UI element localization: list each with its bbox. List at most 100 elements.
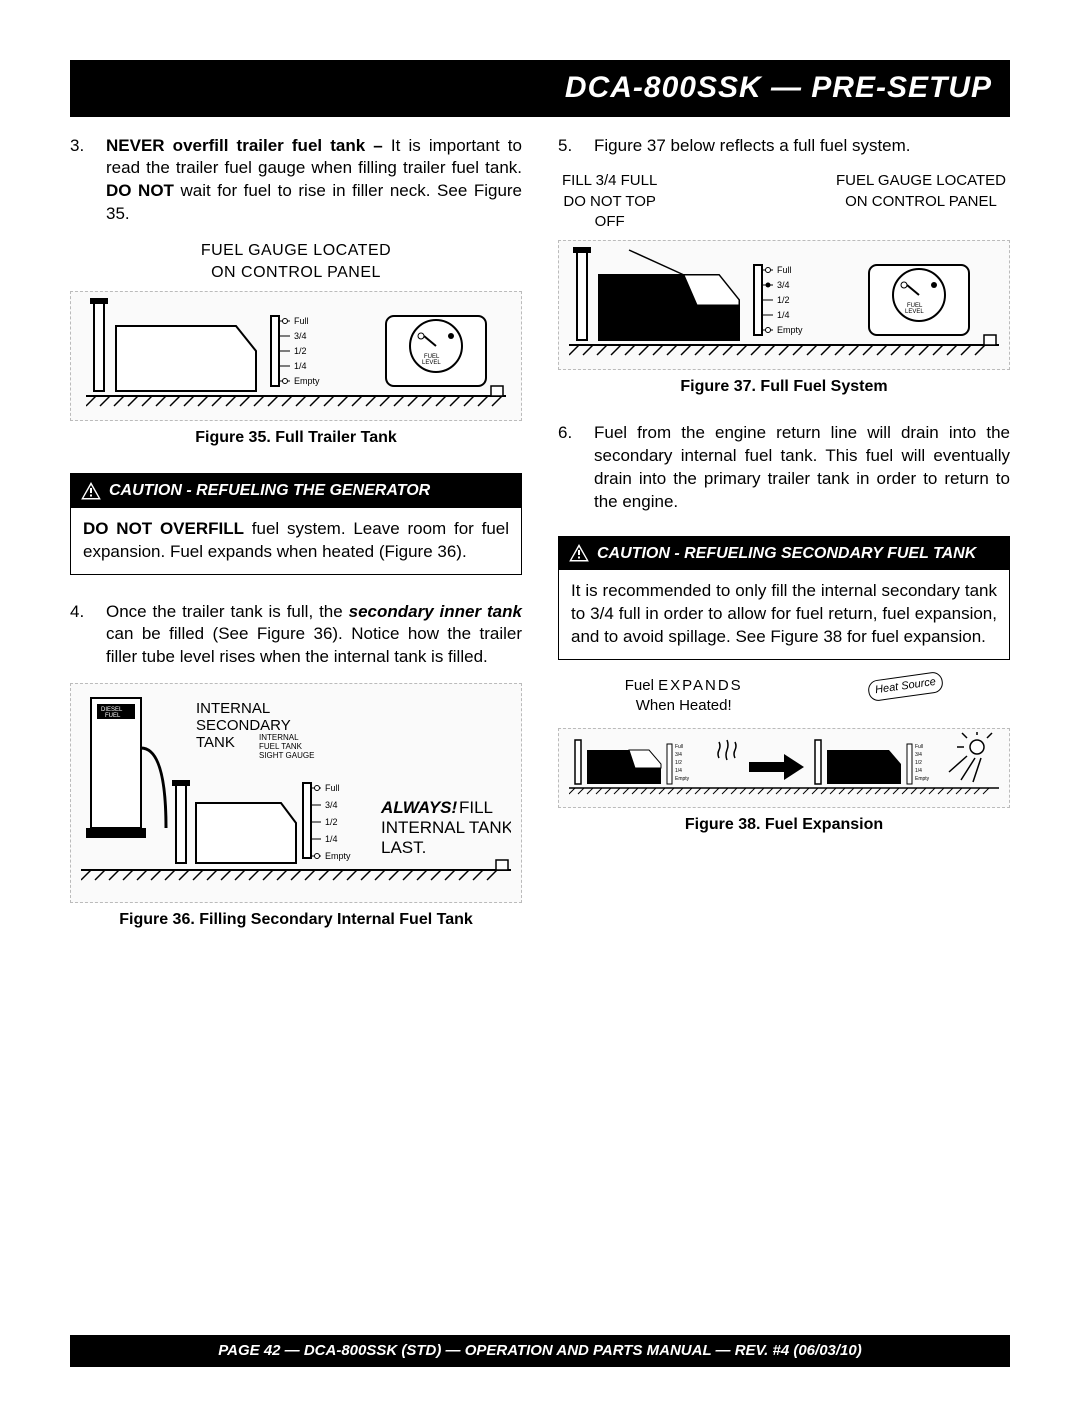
caution2-title: CAUTION - REFUELING SECONDARY FUEL TANK <box>597 543 976 565</box>
list-item-5: 5. Figure 37 below reflects a full fuel … <box>558 135 1010 158</box>
fig37-fill3: OFF <box>562 212 657 232</box>
page-footer-bar: PAGE 42 — DCA-800SSK (STD) — OPERATION A… <box>70 1335 1010 1367</box>
svg-text:3/4: 3/4 <box>325 800 338 810</box>
svg-text:Full: Full <box>915 744 923 750</box>
warning-triangle-icon <box>81 482 101 500</box>
tank-gauge-diagram-icon: Full 3/4 1/2 1/4 Empty FUEL LEVEL <box>86 296 506 416</box>
list-number: 4. <box>70 601 92 670</box>
right-column: 5. Figure 37 below reflects a full fuel … <box>558 135 1010 955</box>
svg-text:TANK: TANK <box>196 734 235 751</box>
svg-text:SIGHT GAUGE: SIGHT GAUGE <box>259 751 314 760</box>
caution-header: CAUTION - REFUELING SECONDARY FUEL TANK <box>559 537 1009 571</box>
two-column-layout: 3. NEVER overfill trailer fuel tank – It… <box>70 135 1010 955</box>
svg-text:1/2: 1/2 <box>915 760 922 766</box>
figure-37: FILL 3/4 FULL DO NOT TOP OFF FUEL GAUGE … <box>558 171 1010 397</box>
list-item-4: 4. Once the trailer tank is full, the se… <box>70 601 522 670</box>
svg-text:Empty: Empty <box>915 776 930 782</box>
fig37-fill1: FILL 3/4 FULL <box>562 171 657 191</box>
fig37-caption: Figure 37. Full Fuel System <box>558 376 1010 398</box>
svg-text:1/4: 1/4 <box>325 834 338 844</box>
fig37-diagram: Full 3/4 1/2 1/4 Empty FUEL LEVEL <box>558 240 1010 370</box>
svg-text:LEVEL: LEVEL <box>905 309 924 315</box>
svg-text:Empty: Empty <box>294 376 320 386</box>
list-number: 3. <box>70 135 92 227</box>
item4-t2: can be filled (See Figure 36). Notice ho… <box>106 624 522 666</box>
svg-text:LEVEL: LEVEL <box>422 360 441 366</box>
svg-text:Full: Full <box>675 744 683 750</box>
svg-text:1/2: 1/2 <box>675 760 682 766</box>
figure-35: FUEL GAUGE LOCATED ON CONTROL PANEL Full… <box>70 240 522 449</box>
svg-text:Empty: Empty <box>675 776 690 782</box>
svg-text:INTERNAL: INTERNAL <box>259 733 299 742</box>
svg-text:FILL: FILL <box>459 798 493 817</box>
figure-38: Fuel EXPANDS When Heated! Heat Source Fu… <box>558 676 1010 836</box>
fig37-fill2: DO NOT TOP <box>562 192 657 212</box>
item4-t1: Once the trailer tank is full, the <box>106 602 349 621</box>
footer-text: PAGE 42 — DCA-800SSK (STD) — OPERATION A… <box>218 1342 861 1359</box>
svg-text:FUEL: FUEL <box>105 713 121 719</box>
svg-text:Empty: Empty <box>777 325 803 335</box>
caution-header: CAUTION - REFUELING THE GENERATOR <box>71 474 521 508</box>
svg-text:1/4: 1/4 <box>675 768 682 774</box>
fig35-label2: ON CONTROL PANEL <box>70 262 522 284</box>
svg-text:1/4: 1/4 <box>915 768 922 774</box>
left-column: 3. NEVER overfill trailer fuel tank – It… <box>70 135 522 955</box>
caution1-bold: DO NOT OVERFILL <box>83 519 244 538</box>
list-text: Fuel from the engine return line will dr… <box>594 422 1010 514</box>
fig38-l2: When Heated! <box>625 696 743 716</box>
svg-text:Empty: Empty <box>325 851 351 861</box>
svg-text:INTERNAL TANK: INTERNAL TANK <box>381 818 511 837</box>
svg-text:SECONDARY: SECONDARY <box>196 717 291 734</box>
fig36-caption: Figure 36. Filling Secondary Internal Fu… <box>70 909 522 931</box>
svg-text:1/2: 1/2 <box>325 817 338 827</box>
list-item-3: 3. NEVER overfill trailer fuel tank – It… <box>70 135 522 227</box>
caution-refueling-secondary-tank: CAUTION - REFUELING SECONDARY FUEL TANK … <box>558 536 1010 660</box>
fig35-caption: Figure 35. Full Trailer Tank <box>70 427 522 449</box>
fig38-l1b: EXPANDS <box>658 677 743 694</box>
svg-text:3/4: 3/4 <box>777 280 790 290</box>
svg-text:FUEL TANK: FUEL TANK <box>259 742 303 751</box>
svg-text:3/4: 3/4 <box>294 331 307 341</box>
item4-bi: secondary inner tank <box>349 602 522 621</box>
list-text: Once the trailer tank is full, the secon… <box>106 601 522 670</box>
fuel-expansion-diagram-icon: Full3/41/21/4Empty Full3/41/ <box>569 732 999 804</box>
svg-text:1/4: 1/4 <box>777 310 790 320</box>
list-text: Figure 37 below reflects a full fuel sys… <box>594 135 911 158</box>
fig37-gauge2: ON CONTROL PANEL <box>836 192 1006 212</box>
list-item-6: 6. Fuel from the engine return line will… <box>558 422 1010 514</box>
caution2-body: It is recommended to only fill the inter… <box>559 570 1009 659</box>
caution-refueling-generator: CAUTION - REFUELING THE GENERATOR DO NOT… <box>70 473 522 574</box>
fig38-diagram: Full3/41/21/4Empty Full3/41/ <box>558 728 1010 808</box>
fig38-heat-label: Heat Source <box>867 671 944 702</box>
fig36-diagram: DIESEL FUEL INTERNAL SECONDARY TANK INTE… <box>70 683 522 903</box>
svg-text:ALWAYS!: ALWAYS! <box>380 798 458 817</box>
svg-text:1/2: 1/2 <box>294 346 307 356</box>
fig35-diagram: Full 3/4 1/2 1/4 Empty FUEL LEVEL <box>70 291 522 421</box>
warning-triangle-icon <box>569 544 589 562</box>
item3-donot-bold: DO NOT <box>106 181 174 200</box>
list-number: 5. <box>558 135 580 158</box>
svg-text:INTERNAL: INTERNAL <box>196 700 270 717</box>
caution1-body: DO NOT OVERFILL fuel system. Leave room … <box>71 508 521 574</box>
svg-text:1/4: 1/4 <box>294 361 307 371</box>
svg-text:1/2: 1/2 <box>777 295 790 305</box>
list-text: NEVER overfill trailer fuel tank – It is… <box>106 135 522 227</box>
svg-text:Full: Full <box>777 265 792 275</box>
list-number: 6. <box>558 422 580 514</box>
page-header-title: DCA-800SSK — PRE-SETUP <box>565 71 992 104</box>
fig37-gauge1: FUEL GAUGE LOCATED <box>836 171 1006 191</box>
fig35-label1: FUEL GAUGE LOCATED <box>70 240 522 262</box>
secondary-tank-diagram-icon: DIESEL FUEL INTERNAL SECONDARY TANK INTE… <box>81 688 511 898</box>
figure-36: DIESEL FUEL INTERNAL SECONDARY TANK INTE… <box>70 683 522 931</box>
fig38-caption: Figure 38. Fuel Expansion <box>558 814 1010 836</box>
svg-text:LAST.: LAST. <box>381 838 426 857</box>
full-fuel-system-diagram-icon: Full 3/4 1/2 1/4 Empty FUEL LEVEL <box>569 245 999 365</box>
svg-text:3/4: 3/4 <box>675 752 682 758</box>
page-header-bar: DCA-800SSK — PRE-SETUP <box>70 60 1010 117</box>
svg-text:Full: Full <box>294 316 309 326</box>
svg-text:Full: Full <box>325 783 340 793</box>
fig38-l1a: Fuel <box>625 677 658 694</box>
svg-text:3/4: 3/4 <box>915 752 922 758</box>
caution1-title: CAUTION - REFUELING THE GENERATOR <box>109 480 430 502</box>
item3-lead-bold: NEVER overfill trailer fuel tank – <box>106 136 383 155</box>
